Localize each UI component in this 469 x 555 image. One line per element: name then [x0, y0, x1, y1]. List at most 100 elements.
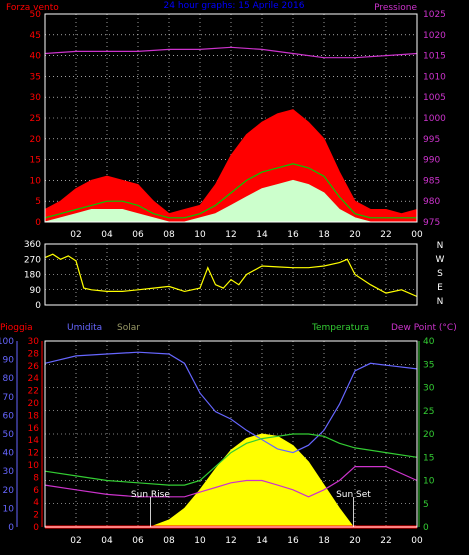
x-tick-label: 14	[256, 536, 268, 546]
humidity-temperature-panel: 0102030405060708090100024681012141618202…	[0, 337, 435, 546]
series-pressure	[44, 46, 418, 59]
y-tick-label-humidity: 80	[3, 374, 15, 384]
y-tick-label-wind: 35	[30, 72, 41, 82]
x-tick-label: 18	[318, 230, 330, 240]
y-tick-label-temperature: 10	[423, 477, 435, 487]
x-tick-label: 20	[349, 536, 361, 546]
y-tick-label-temperature: 20	[423, 430, 435, 440]
y-tick-label-rain: 14	[28, 436, 40, 446]
plot-frame	[44, 13, 418, 223]
y-tick-label-temperature: 35	[423, 360, 434, 370]
compass-label: S	[437, 269, 443, 279]
series-wind_avg	[44, 163, 417, 219]
y-tick-label-wind: 0	[35, 218, 41, 228]
x-tick-label: 10	[194, 230, 206, 240]
series-wind_min	[44, 179, 417, 223]
y-tick-label-wind: 40	[30, 52, 42, 62]
y-tick-label-wind: 10	[30, 176, 42, 186]
x-tick-label: 12	[225, 230, 236, 240]
legend-temperature: Temperatura	[311, 323, 369, 333]
y-tick-label-direction: 270	[24, 255, 41, 265]
y-tick-label-rain: 6	[33, 486, 39, 496]
y-tick-label-humidity: 90	[3, 356, 15, 366]
y-tick-label-pressure: 995	[423, 135, 440, 145]
y-tick-label-wind: 15	[30, 156, 41, 166]
y-tick-label-pressure: 975	[423, 218, 440, 228]
y-tick-label-rain: 26	[28, 362, 40, 372]
y-tick-label-direction: 90	[30, 286, 42, 296]
y-tick-label-temperature: 25	[423, 407, 434, 417]
x-tick-label: 02	[70, 230, 81, 240]
x-tick-label: 20	[349, 230, 361, 240]
x-tick-label: 08	[163, 230, 175, 240]
x-tick-label: 08	[163, 536, 175, 546]
y-tick-label-pressure: 985	[423, 176, 440, 186]
compass-label: N	[437, 297, 444, 307]
y-tick-label-humidity: 70	[3, 393, 15, 403]
y-tick-label-rain: 4	[33, 498, 39, 508]
y-tick-label-pressure: 1025	[423, 10, 446, 20]
y-tick-label-humidity: 40	[3, 449, 15, 459]
x-tick-label: 12	[225, 536, 236, 546]
legend-solar: Solar	[117, 323, 140, 333]
y-tick-label-pressure: 1020	[423, 31, 446, 41]
pressure-axis-label: Pressione	[374, 3, 417, 13]
y-tick-label-humidity: 10	[3, 504, 15, 514]
y-tick-label-temperature: 40	[423, 337, 435, 347]
series-temperature	[44, 433, 418, 486]
y-tick-label-temperature: 30	[423, 384, 435, 394]
y-tick-label-rain: 2	[33, 511, 39, 521]
compass-label: W	[436, 255, 445, 265]
sun-set-label: Sun Set	[336, 490, 371, 500]
x-tick-label: 10	[194, 536, 206, 546]
y-tick-label-direction: 0	[35, 301, 41, 311]
x-tick-label: 16	[287, 536, 299, 546]
series-dewpoint	[44, 466, 418, 498]
plot-frame	[44, 340, 418, 528]
x-tick-label: 00	[411, 230, 423, 240]
y-tick-label-humidity: 100	[0, 337, 14, 347]
y-tick-label-humidity: 20	[3, 486, 15, 496]
y-tick-label-pressure: 990	[423, 156, 440, 166]
y-tick-label-temperature: 15	[423, 453, 434, 463]
plot-frame	[44, 243, 418, 306]
y-tick-label-rain: 16	[28, 424, 40, 434]
y-tick-label-temperature: 0	[423, 523, 429, 533]
y-tick-label-temperature: 5	[423, 500, 429, 510]
y-tick-label-humidity: 60	[3, 411, 15, 421]
y-tick-label-rain: 18	[28, 411, 40, 421]
sun-rise-label: Sun Rise	[131, 490, 170, 500]
wind-axis-label: Forza vento	[6, 3, 59, 13]
y-tick-label-rain: 20	[28, 399, 40, 409]
x-tick-label: 14	[256, 230, 268, 240]
y-tick-label-rain: 30	[28, 337, 40, 347]
y-tick-label-pressure: 1005	[423, 93, 446, 103]
y-tick-label-wind: 30	[30, 93, 42, 103]
x-tick-label: 18	[318, 536, 330, 546]
y-tick-label-pressure: 1015	[423, 52, 446, 62]
compass-label: N	[437, 241, 444, 251]
y-tick-label-rain: 22	[28, 387, 39, 397]
y-tick-label-rain: 12	[28, 449, 39, 459]
y-tick-label-rain: 10	[28, 461, 40, 471]
y-tick-label-rain: 8	[33, 473, 39, 483]
y-tick-label-rain: 24	[28, 374, 40, 384]
x-tick-label: 00	[411, 536, 423, 546]
y-tick-label-direction: 360	[24, 240, 41, 250]
x-tick-label: 06	[132, 230, 144, 240]
y-tick-label-wind: 45	[30, 31, 41, 41]
y-tick-label-wind: 25	[30, 114, 41, 124]
series-direction	[44, 253, 418, 298]
y-tick-label-wind: 5	[35, 197, 41, 207]
wind-pressure-panel: 0510152025303540455097598098599099510001…	[30, 10, 447, 240]
x-tick-label: 16	[287, 230, 299, 240]
chart-title: 24 hour graphs: 15 Aprile 2016	[164, 1, 305, 11]
x-tick-label: 22	[380, 230, 391, 240]
legend-humidity: Umidita	[67, 323, 102, 333]
x-tick-label: 22	[380, 536, 391, 546]
y-tick-label-rain: 28	[28, 349, 40, 359]
compass-label: E	[437, 283, 443, 293]
y-tick-label-humidity: 50	[3, 430, 15, 440]
